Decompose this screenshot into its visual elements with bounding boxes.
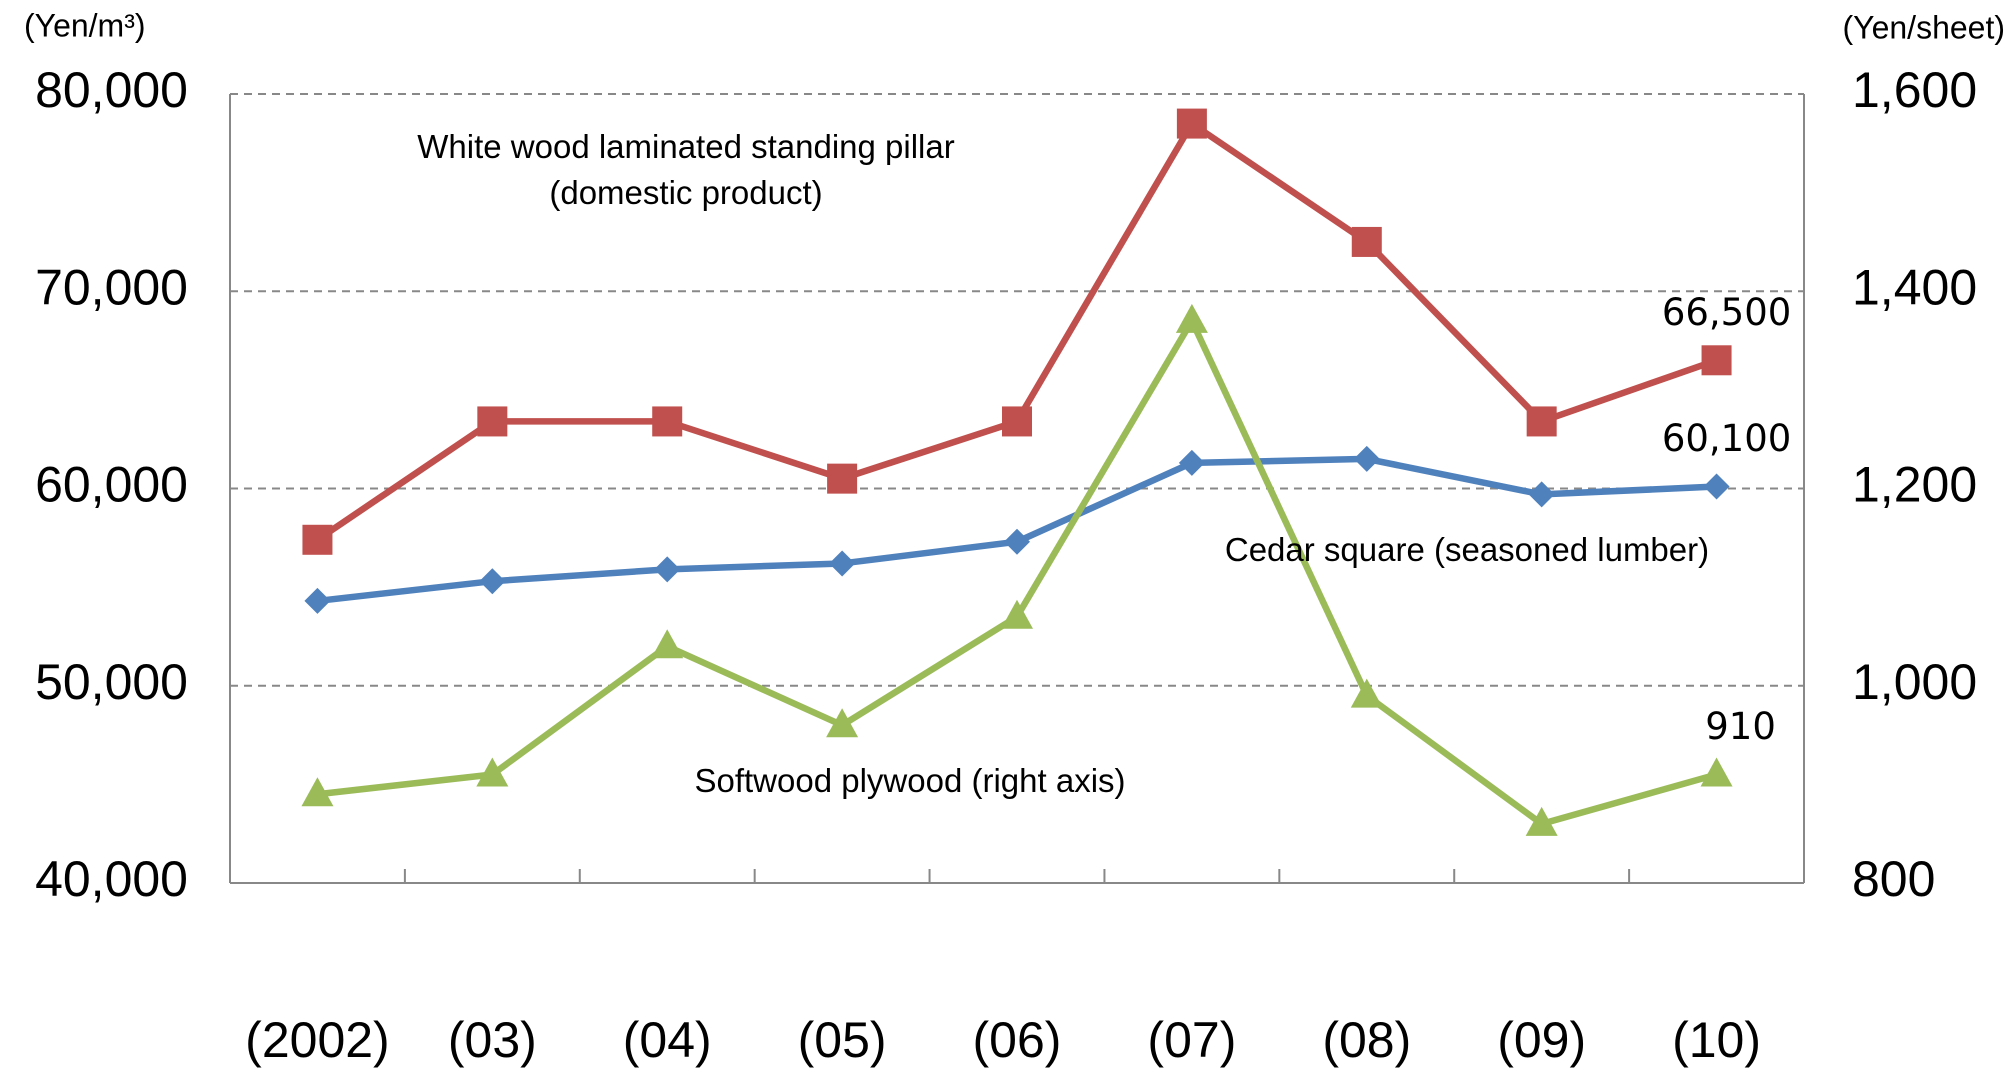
marker [827,463,858,494]
x-tick-label: (2002) [245,1012,390,1068]
marker [1701,345,1732,376]
marker [1350,678,1383,708]
value-label: 66,500 [1662,291,1791,334]
marker [1700,757,1733,787]
y2-unit-label: (Yen/sheet) [1843,9,2005,45]
x-tick-label: (03) [448,1012,537,1068]
y-tick-label: 80,000 [35,62,188,118]
marker [1004,528,1030,555]
marker [826,708,859,738]
series-annotation: White wood laminated standing pillar (do… [417,128,955,211]
marker [654,556,681,583]
marker [1176,108,1207,139]
x-tick-label: (08) [1322,1012,1411,1068]
y2-tick-label: 1,200 [1852,457,1977,513]
y2-tick-label: 1,400 [1852,259,1977,315]
x-tick-label: (05) [798,1012,887,1068]
value-label: 60,100 [1662,417,1791,460]
y-tick-label: 50,000 [35,654,188,710]
y-unit-label: (Yen/m³) [24,7,146,43]
marker [652,406,683,437]
marker [1353,445,1380,472]
marker [1178,449,1205,476]
marker [476,757,509,787]
marker [302,524,333,555]
series-annotation: Softwood plywood (right axis) [694,762,1126,799]
x-tick-label: (10) [1672,1012,1761,1068]
marker [1175,303,1208,333]
marker [1002,406,1032,437]
marker [1525,806,1558,836]
x-tick-label: (06) [973,1012,1062,1068]
marker [304,587,331,614]
y-tick-label: 40,000 [35,851,188,907]
marker [1528,481,1555,508]
y-tick-label: 70,000 [35,259,188,315]
marker [651,629,684,659]
x-tick-label: (09) [1497,1012,1586,1068]
y-tick-label: 60,000 [35,457,188,513]
y2-tick-label: 800 [1852,851,1935,907]
y2-tick-label: 1,000 [1852,654,1977,710]
value-label: 910 [1705,705,1776,748]
series-annotation: Cedar square (seasoned lumber) [1224,531,1710,568]
marker [1526,406,1557,437]
y2-tick-label: 1,600 [1852,62,1977,118]
marker [1703,473,1730,500]
marker [1351,226,1382,257]
x-tick-label: (07) [1147,1012,1236,1068]
x-tick-label: (04) [623,1012,712,1068]
marker [301,777,334,807]
marker [479,568,506,595]
marker [829,550,856,577]
marker [1001,599,1033,629]
marker [477,406,508,437]
